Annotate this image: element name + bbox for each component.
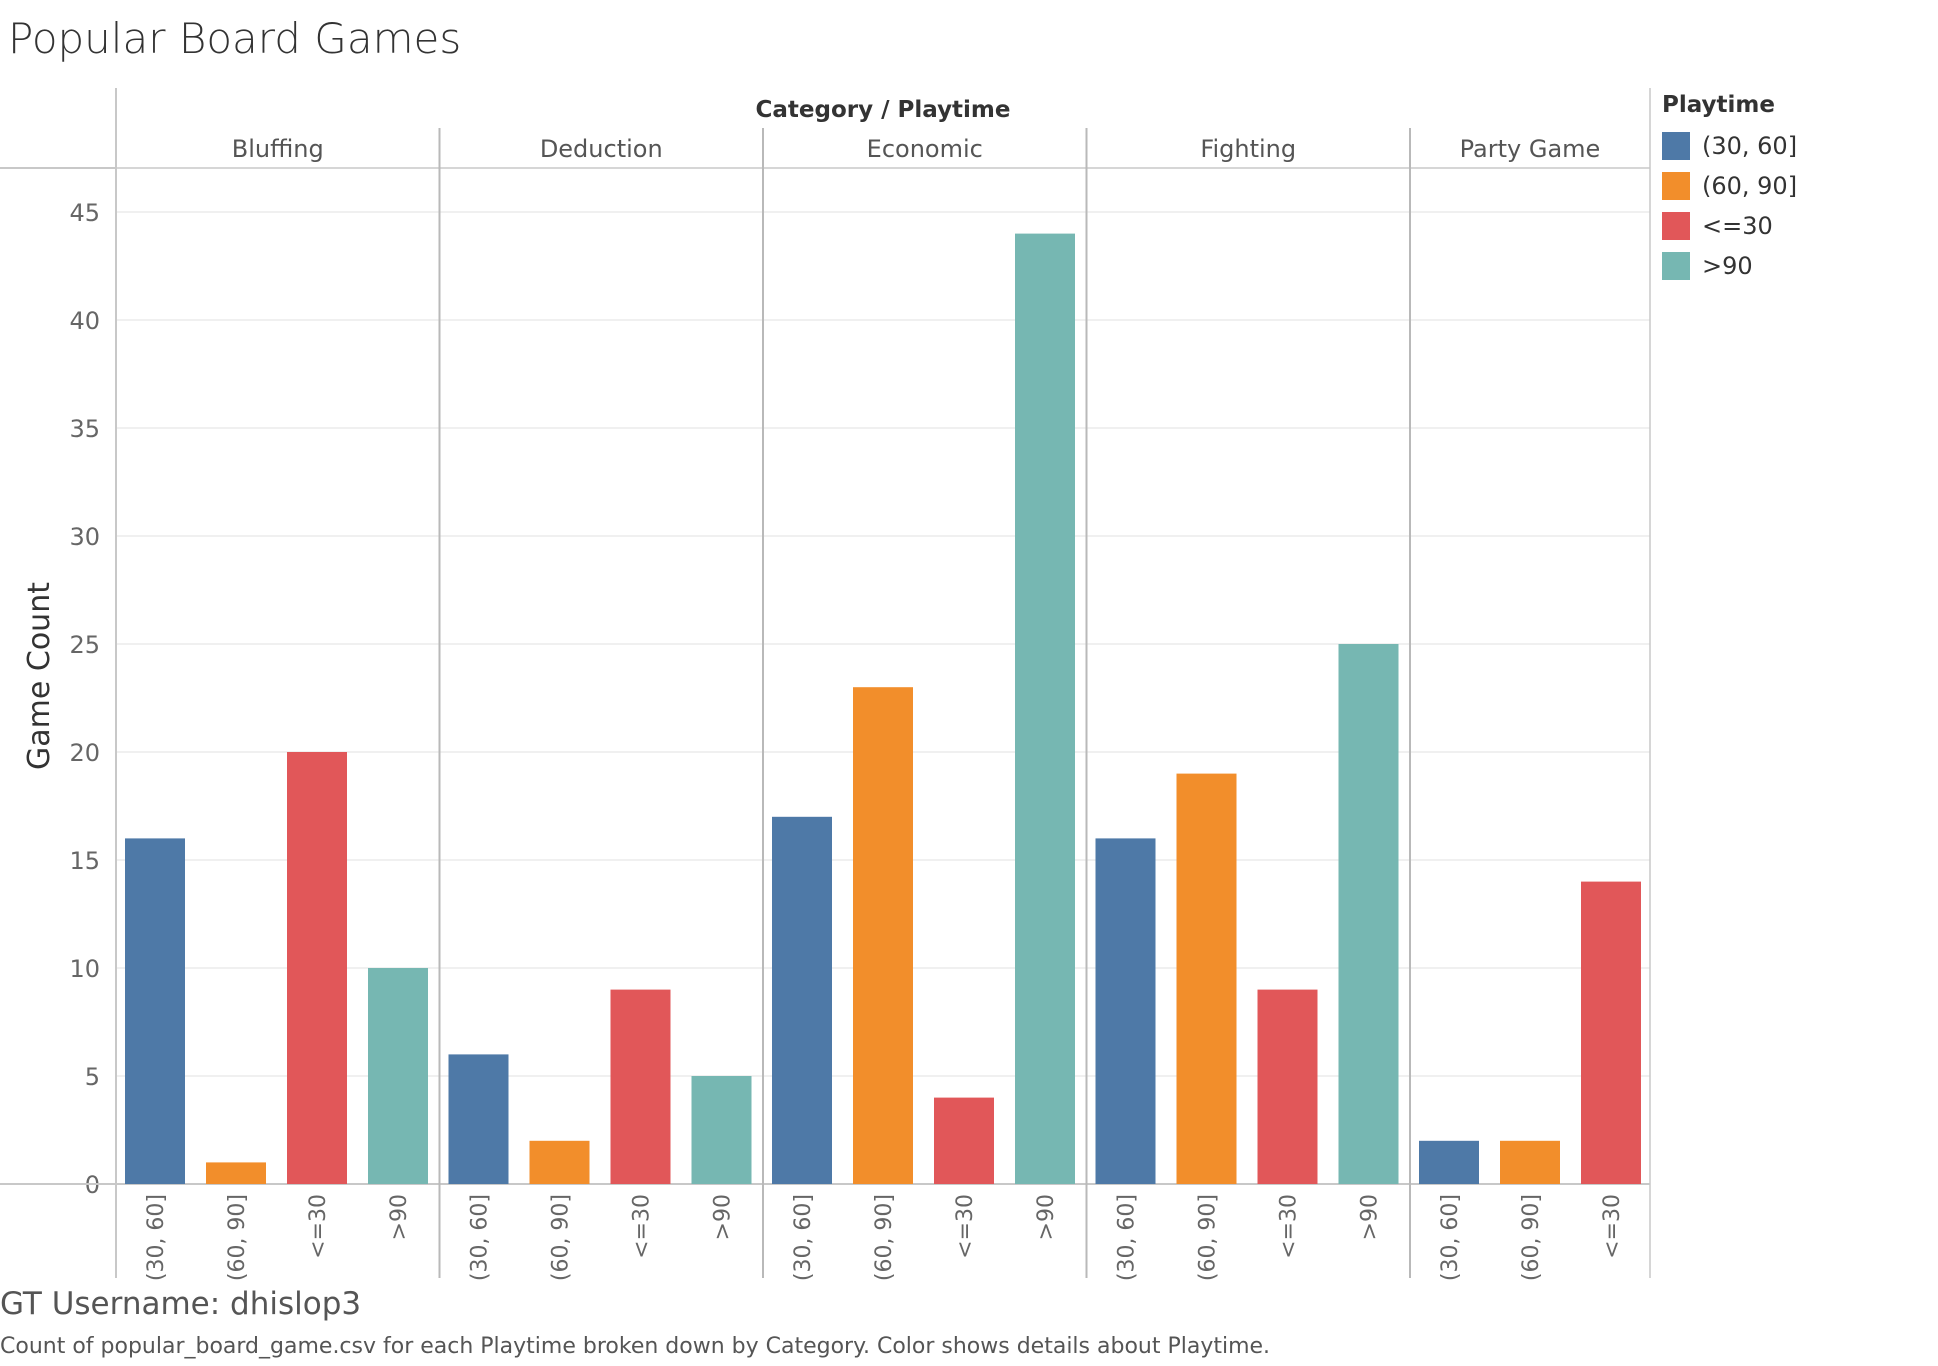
bar: [1581, 881, 1641, 1184]
x-tick-label: (60, 90]: [1196, 1194, 1221, 1281]
bar: [448, 1054, 509, 1184]
x-tick-label: >90: [1034, 1194, 1059, 1240]
footer-username: GT Username: dhislop3: [0, 1286, 362, 1322]
bar: [1257, 989, 1318, 1184]
y-tick-label: 30: [69, 523, 100, 551]
y-tick-label: 35: [69, 415, 100, 443]
y-tick-label: 5: [85, 1063, 100, 1091]
x-tick-label: >90: [1358, 1194, 1383, 1240]
legend-item[interactable]: (60, 90]: [1662, 170, 1797, 202]
x-tick-label: (30, 60]: [468, 1194, 493, 1281]
bar: [1338, 644, 1399, 1184]
bar: [1095, 838, 1156, 1184]
bar: [368, 968, 428, 1184]
x-tick-label: >90: [387, 1194, 412, 1240]
bar: [853, 687, 913, 1184]
bar: [1500, 1140, 1560, 1184]
x-tick-label: (60, 90]: [225, 1194, 250, 1281]
x-tick-label: (30, 60]: [144, 1194, 169, 1281]
y-tick-label: 40: [69, 307, 100, 335]
bar: [125, 838, 185, 1184]
bar: [610, 989, 671, 1184]
legend-item[interactable]: (30, 60]: [1662, 130, 1797, 162]
x-tick-label: <=30: [1600, 1194, 1625, 1259]
category-label: Bluffing: [232, 135, 324, 163]
x-tick-label: <=30: [1277, 1194, 1302, 1259]
legend-label: (60, 90]: [1702, 172, 1798, 200]
y-tick-label: 25: [69, 631, 100, 659]
y-axis-title: Game Count: [22, 582, 57, 770]
bar: [287, 752, 347, 1184]
bar: [772, 816, 832, 1184]
y-tick-label: 10: [69, 955, 100, 983]
x-tick-label: (60, 90]: [1519, 1194, 1544, 1281]
bar: [1176, 773, 1237, 1184]
legend-item[interactable]: <=30: [1662, 210, 1773, 242]
column-header: Category / Playtime: [756, 97, 1011, 123]
bar: [1419, 1140, 1479, 1184]
legend-label: (30, 60]: [1702, 132, 1798, 160]
x-tick-label: <=30: [953, 1194, 978, 1259]
bar: [206, 1162, 266, 1184]
category-label: Fighting: [1200, 135, 1296, 163]
bar: [1015, 233, 1075, 1185]
footer-caption: Count of popular_board_game.csv for each…: [0, 1334, 1271, 1359]
x-tick-label: >90: [711, 1194, 736, 1240]
legend-label: >90: [1702, 252, 1753, 280]
legend-swatch: [1662, 252, 1690, 280]
x-tick-label: <=30: [630, 1194, 655, 1259]
legend-title: Playtime: [1662, 92, 1775, 118]
legend-swatch: [1662, 132, 1690, 160]
x-tick-label: (30, 60]: [791, 1194, 816, 1281]
bar: [529, 1140, 590, 1184]
x-tick-label: (60, 90]: [549, 1194, 574, 1281]
y-tick-label: 45: [69, 199, 100, 227]
y-tick-label: 20: [69, 739, 100, 767]
category-label: Deduction: [540, 135, 663, 163]
bar: [691, 1076, 752, 1184]
legend-swatch: [1662, 172, 1690, 200]
x-tick-label: (30, 60]: [1438, 1194, 1463, 1281]
x-tick-label: (30, 60]: [1115, 1194, 1140, 1281]
legend-item[interactable]: >90: [1662, 250, 1753, 282]
legend-label: <=30: [1702, 212, 1773, 240]
chart-title: Popular Board Games: [8, 14, 462, 63]
x-tick-label: (60, 90]: [872, 1194, 897, 1281]
y-tick-label: 15: [69, 847, 100, 875]
legend-swatch: [1662, 212, 1690, 240]
category-label: Economic: [867, 135, 983, 163]
category-label: Party Game: [1460, 135, 1601, 163]
x-tick-label: <=30: [306, 1194, 331, 1259]
bar: [934, 1097, 994, 1184]
